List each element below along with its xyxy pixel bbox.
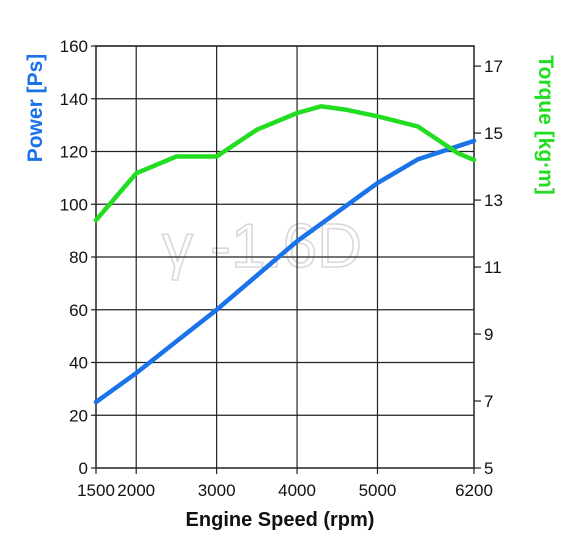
y-right-tick-label: 5 xyxy=(484,459,493,478)
y-right-axis-title-unit: [kg·m] xyxy=(534,131,557,195)
y-left-tick-label: 80 xyxy=(69,248,88,267)
x-tick-label: 4000 xyxy=(278,481,316,500)
y-right-tick-label: 13 xyxy=(484,191,503,210)
y-right-tick-label: 9 xyxy=(484,325,493,344)
svg-text:Torque [kg·m]: Torque [kg·m] xyxy=(534,55,557,195)
y-left-axis-title-unit: [Ps] xyxy=(24,54,47,94)
grid-lines xyxy=(96,45,474,468)
y-left-axis-title-text: Power xyxy=(24,99,47,162)
torque-series-line xyxy=(93,104,477,223)
y-right-tick-label: 15 xyxy=(484,124,503,143)
power-series-line xyxy=(93,138,477,405)
y-left-tick-label: 20 xyxy=(69,406,88,425)
x-tick-label: 2000 xyxy=(117,481,155,500)
y-left-tick-label: 100 xyxy=(60,195,88,214)
x-tick-label: 5000 xyxy=(359,481,397,500)
y-right-tick-label: 11 xyxy=(484,258,502,277)
y-right-tick-label: 17 xyxy=(484,57,503,76)
y-left-tick-label: 120 xyxy=(60,143,88,162)
svg-text:Power [Ps]: Power [Ps] xyxy=(24,54,47,163)
y-left-tick-label: 160 xyxy=(60,37,88,56)
y-left-tick-label: 40 xyxy=(69,354,88,373)
y-right-tick-label: 7 xyxy=(484,392,493,411)
y-left-tick-label: 60 xyxy=(69,301,88,320)
y-right-axis-title: Torque [kg·m] xyxy=(534,55,557,195)
x-tick-label: 3000 xyxy=(198,481,236,500)
y-right-axis-title-text: Torque xyxy=(534,55,557,125)
y-left-tick-label: 140 xyxy=(60,90,88,109)
y-left-axis-title: Power [Ps] xyxy=(24,54,47,163)
x-axis-title: Engine Speed (rpm) xyxy=(186,509,375,531)
axis-ticks: 1500 2000 3000 4000 5000 6200 0 20 40 60 80 100 120 1… xyxy=(60,37,503,500)
x-tick-label: 1500 xyxy=(77,481,115,500)
x-tick-label: 6200 xyxy=(455,481,493,500)
series-lines xyxy=(93,104,477,405)
y-left-tick-label: 0 xyxy=(79,459,88,478)
